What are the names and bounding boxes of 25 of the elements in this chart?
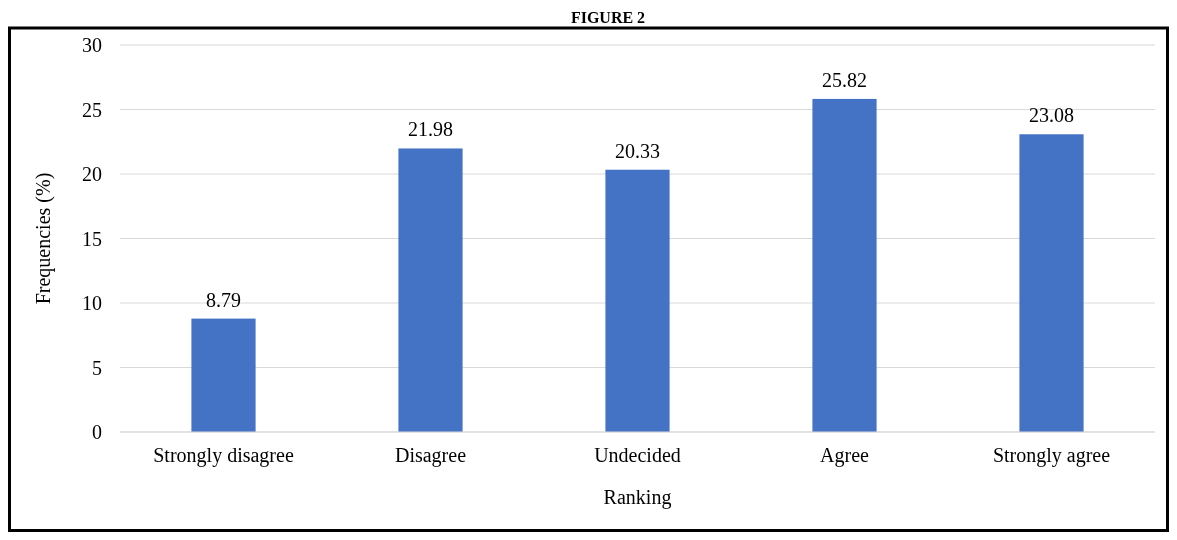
- bar: [605, 169, 670, 432]
- y-tick-label: 5: [92, 356, 102, 379]
- y-axis-title: Frequencies (%): [32, 172, 55, 305]
- x-tick-label: Undecided: [594, 444, 681, 466]
- data-label: 23.08: [1029, 104, 1074, 127]
- chart-title: FIGURE 2: [570, 9, 646, 26]
- y-tick-label: 15: [82, 227, 102, 250]
- y-tick-label: 0: [92, 421, 102, 443]
- data-label: 8.79: [206, 288, 241, 311]
- x-tick-label: Disagree: [394, 444, 467, 467]
- bar: [398, 148, 463, 432]
- bar: [191, 318, 256, 432]
- y-tick-label: 10: [82, 292, 102, 314]
- y-tick-label: 20: [82, 163, 102, 185]
- bar: [1019, 134, 1084, 432]
- y-tick-label: 30: [82, 34, 102, 56]
- x-tick-label: Agree: [820, 444, 870, 467]
- bar: [812, 98, 877, 432]
- data-label: 20.33: [615, 139, 660, 162]
- x-tick-label: Strongly agree: [992, 444, 1111, 467]
- data-label: 25.82: [822, 68, 867, 91]
- x-tick-label: Strongly disagree: [153, 444, 294, 467]
- x-axis-title: Ranking: [603, 486, 672, 509]
- data-label: 21.98: [408, 118, 453, 141]
- y-tick-label: 25: [82, 98, 102, 121]
